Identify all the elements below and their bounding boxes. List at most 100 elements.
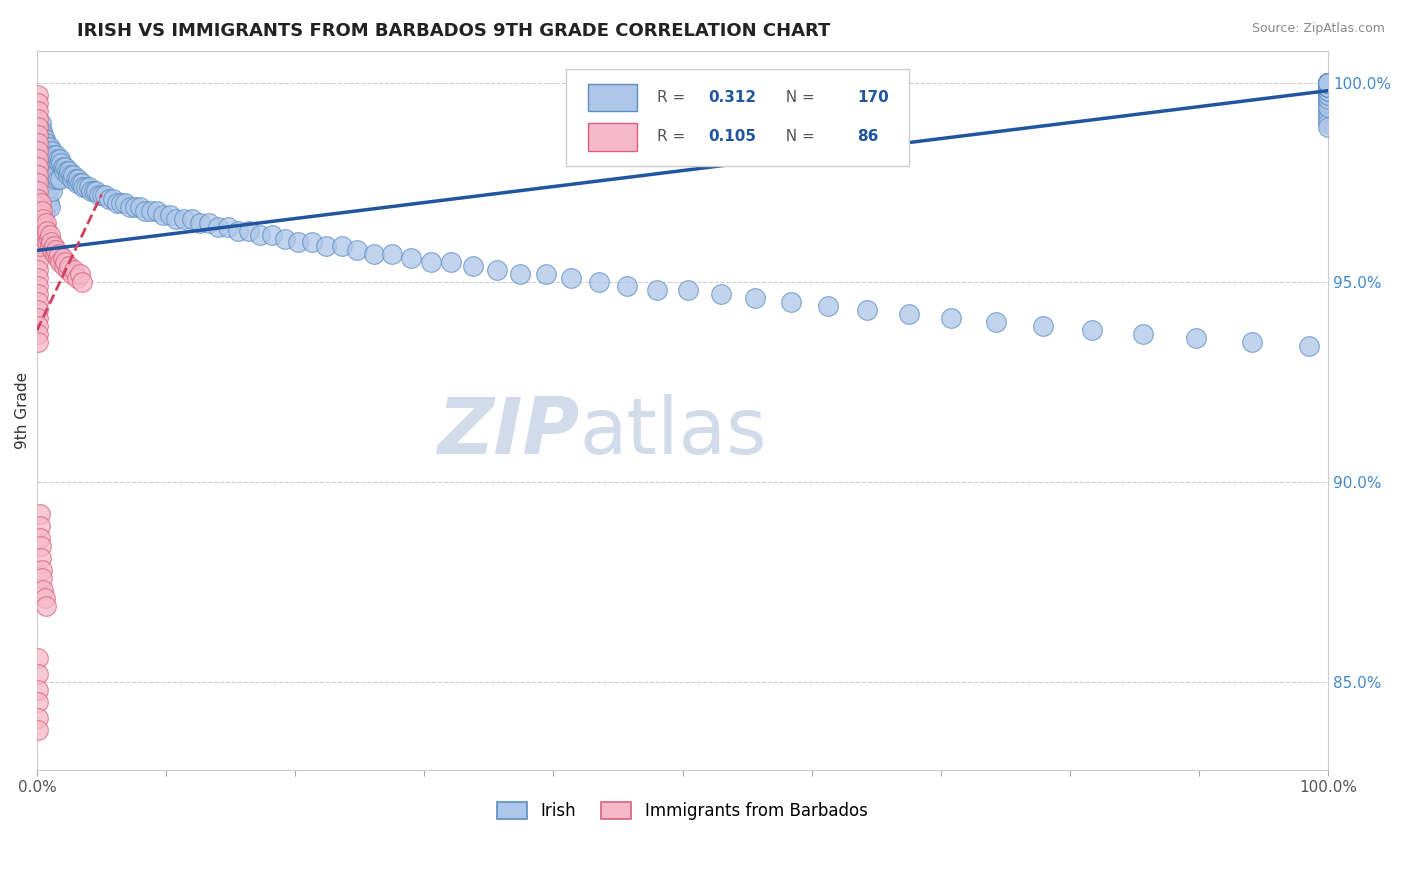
Point [616, 279, 638, 293]
Point [1317, 79, 1340, 94]
Point [1317, 79, 1340, 94]
Point [27, 103, 49, 118]
Point [46, 252, 69, 266]
Point [1317, 87, 1340, 102]
Point [1317, 79, 1340, 94]
Text: N =: N = [776, 129, 820, 145]
Point [38, 227, 60, 242]
Point [30, 195, 52, 210]
Text: 0.312: 0.312 [709, 90, 756, 105]
Point [80, 184, 103, 198]
Point [1317, 79, 1340, 94]
Point [34, 219, 56, 234]
Point [83, 184, 105, 198]
Point [37, 139, 59, 153]
Point [56, 168, 79, 182]
Text: ZIP: ZIP [437, 394, 579, 470]
Point [30, 551, 52, 566]
Point [27, 295, 49, 310]
FancyBboxPatch shape [588, 84, 637, 112]
Point [1317, 79, 1340, 94]
Point [38, 239, 60, 253]
Point [28, 215, 51, 229]
Point [38, 139, 60, 153]
Point [38, 160, 60, 174]
Point [69, 268, 91, 282]
Point [32, 179, 55, 194]
Point [560, 271, 582, 285]
Point [27, 160, 49, 174]
Point [66, 176, 89, 190]
Point [49, 255, 72, 269]
Point [1317, 79, 1340, 94]
Text: IRISH VS IMMIGRANTS FROM BARBADOS 9TH GRADE CORRELATION CHART: IRISH VS IMMIGRANTS FROM BARBADOS 9TH GR… [77, 22, 831, 40]
Point [27, 335, 49, 350]
Point [32, 128, 55, 142]
Point [27, 120, 49, 134]
Point [1317, 79, 1340, 94]
Point [28, 203, 51, 218]
Point [1317, 87, 1340, 102]
Point [1317, 76, 1340, 90]
Point [34, 203, 56, 218]
Point [1298, 339, 1320, 353]
Point [27, 311, 49, 326]
Point [1317, 76, 1340, 90]
Point [534, 268, 557, 282]
Point [152, 207, 174, 221]
Point [645, 284, 668, 298]
Point [55, 163, 77, 178]
Point [1317, 76, 1340, 90]
Point [1317, 76, 1340, 90]
Point [58, 163, 80, 178]
Point [48, 247, 70, 261]
Point [30, 168, 52, 182]
Text: 0.105: 0.105 [709, 129, 756, 145]
Legend: Irish, Immigrants from Barbados: Irish, Immigrants from Barbados [491, 795, 875, 826]
Point [1317, 84, 1340, 98]
Point [129, 200, 152, 214]
Point [30, 144, 52, 158]
Point [31, 203, 53, 218]
Point [1317, 79, 1340, 94]
Point [114, 195, 136, 210]
Point [60, 171, 83, 186]
Point [159, 207, 181, 221]
Point [86, 184, 108, 198]
Point [53, 163, 76, 178]
Point [31, 571, 53, 585]
Point [1132, 327, 1154, 342]
Point [31, 176, 53, 190]
Point [38, 195, 60, 210]
Point [363, 247, 385, 261]
Point [27, 667, 49, 681]
Point [27, 136, 49, 150]
Point [27, 247, 49, 261]
Point [28, 131, 51, 145]
Point [105, 195, 128, 210]
Point [110, 195, 132, 210]
Point [1317, 76, 1340, 90]
Point [41, 163, 63, 178]
Point [27, 695, 49, 709]
Point [35, 599, 58, 614]
Point [45, 244, 67, 258]
Point [1317, 87, 1340, 102]
Point [49, 152, 72, 166]
Point [27, 319, 49, 334]
Point [897, 307, 920, 321]
Text: 170: 170 [856, 90, 889, 105]
Point [41, 184, 63, 198]
FancyBboxPatch shape [588, 123, 637, 151]
Point [28, 531, 51, 545]
Point [27, 200, 49, 214]
Point [38, 179, 60, 194]
Point [39, 147, 62, 161]
Point [1317, 76, 1340, 90]
Point [46, 171, 69, 186]
Point [52, 252, 75, 266]
Point [45, 147, 67, 161]
Point [217, 219, 239, 234]
Point [330, 239, 353, 253]
Point [1317, 76, 1340, 90]
